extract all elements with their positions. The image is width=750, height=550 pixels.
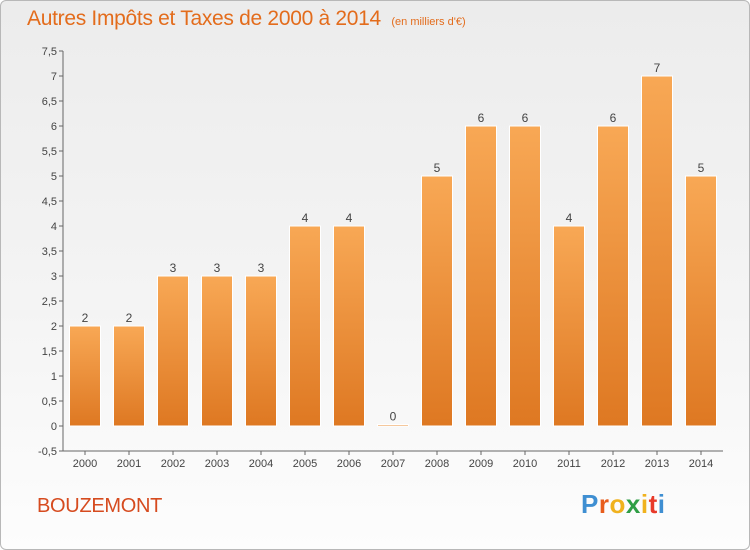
bar-value-label: 7	[654, 61, 661, 75]
bar-chart: -0,5 0 0,5 1 1,5 2 2,5 3 3,5 4 4,5 5 5,5 6 6,5 7 7,5 2000…	[38, 46, 723, 470]
x-tick-label: 2005	[293, 458, 317, 470]
bar-value-label: 2	[82, 311, 89, 325]
bar	[333, 225, 365, 427]
y-tick-label: 1	[51, 371, 57, 383]
y-tick-label: 3,5	[42, 246, 57, 258]
x-tick-label: 2010	[513, 458, 537, 470]
logo-letter: i	[657, 489, 666, 519]
bar-value-label: 3	[214, 261, 221, 275]
y-tick-label: 5	[51, 171, 57, 183]
y-tick-label: 4	[51, 221, 57, 233]
bar	[201, 275, 233, 427]
bar	[553, 225, 585, 427]
bar-value-label: 6	[478, 111, 485, 125]
chart-subtitle: (en milliers d'€)	[391, 16, 466, 28]
x-tick-label: 2008	[425, 458, 449, 470]
y-tick-label: 6,5	[42, 96, 57, 108]
logo-letter: o	[609, 489, 626, 519]
y-tick-label: 1,5	[42, 346, 57, 358]
bar-value-label: 0	[390, 410, 397, 424]
commune-name: BOUZEMONT	[37, 495, 163, 517]
logo-letter: t	[648, 489, 658, 519]
y-tick-label: 2	[51, 321, 57, 333]
x-tick-label: 2014	[689, 458, 713, 470]
bar-value-label: 4	[566, 211, 573, 225]
y-tick-label: 0,5	[42, 396, 57, 408]
chart-axes: -0,5 0 0,5 1 1,5 2 2,5 3 3,5 4 4,5 5 5,5 6 6,5 7 7,5 2000…	[38, 46, 723, 470]
x-tick-label: 2012	[601, 458, 625, 470]
bar-value-label: 6	[522, 111, 529, 125]
x-tick-label: 2007	[381, 458, 405, 470]
bar	[69, 325, 101, 427]
x-tick-label: 2002	[161, 458, 185, 470]
bar-value-label: 5	[698, 161, 705, 175]
logo-letter: i	[640, 489, 649, 519]
y-tick-label: 5,5	[42, 146, 57, 158]
chart-bars: 2 2 3 3 3 4 4 0 5 6 6 4 6 7 5	[69, 61, 717, 427]
logo-letter: r	[598, 489, 610, 519]
logo-letter: x	[625, 489, 641, 519]
bar-value-label: 3	[170, 261, 177, 275]
bar-value-label: 5	[434, 161, 441, 175]
y-tick-label: 6	[51, 121, 57, 133]
proxiti-logo: Proxiti	[581, 489, 665, 520]
bar	[289, 225, 321, 427]
bar-value-label: 3	[258, 261, 265, 275]
y-tick-label: 7	[51, 71, 57, 83]
bar	[157, 275, 189, 427]
bar	[377, 424, 409, 427]
y-tick-label: 7,5	[42, 46, 57, 58]
x-tick-label: 2000	[73, 458, 97, 470]
bar	[421, 175, 453, 427]
logo-letter: P	[581, 489, 599, 519]
x-tick-label: 2003	[205, 458, 229, 470]
y-tick-label: 4,5	[42, 196, 57, 208]
y-tick-label: 0	[51, 421, 57, 433]
x-tick-label: 2011	[557, 458, 581, 470]
bar	[641, 75, 673, 427]
bar	[597, 125, 629, 427]
x-tick-label: 2006	[337, 458, 361, 470]
x-tick-label: 2004	[249, 458, 273, 470]
bar	[245, 275, 277, 427]
bar-value-label: 4	[302, 211, 309, 225]
chart-header: Autres Impôts et Taxes de 2000 à 2014 (e…	[27, 7, 466, 31]
bar-value-label: 4	[346, 211, 353, 225]
bar	[465, 125, 497, 427]
bar-value-label: 2	[126, 311, 133, 325]
bar	[113, 325, 145, 427]
x-tick-label: 2001	[117, 458, 141, 470]
bar	[509, 125, 541, 427]
y-tick-label: -0,5	[38, 446, 57, 458]
y-tick-label: 2,5	[42, 296, 57, 308]
x-tick-label: 2009	[469, 458, 493, 470]
x-tick-label: 2013	[645, 458, 669, 470]
y-tick-label: 3	[51, 271, 57, 283]
bar-value-label: 6	[610, 111, 617, 125]
bar	[685, 175, 717, 427]
chart-title: Autres Impôts et Taxes de 2000 à 2014	[27, 7, 381, 30]
